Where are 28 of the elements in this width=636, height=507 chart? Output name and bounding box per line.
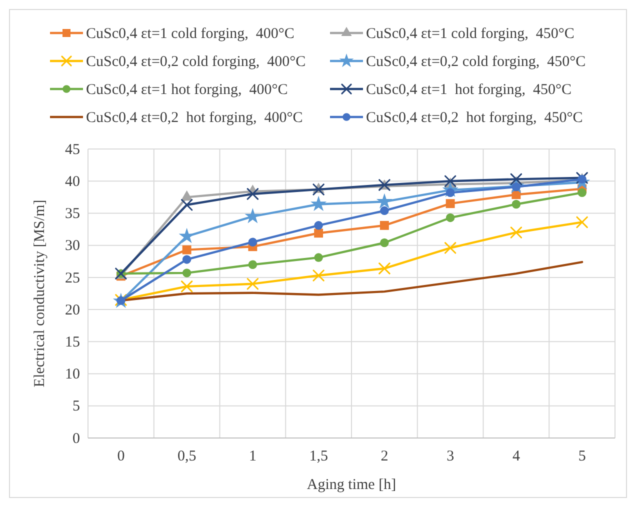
y-tick-label: 10 [65,366,80,383]
y-tick-label: 25 [65,270,80,286]
x-tick-label: 2 [380,448,388,465]
y-axis-title: Electrical conductivity [MS/m] [32,200,48,388]
legend-label: CuSc0,4 εt=0,2 cold forging, 450°C [366,54,586,70]
legend-label: CuSc0,4 εt=0,2 hot forging, 400°C [86,110,303,126]
x-tick-label: 0,5 [177,448,196,465]
legend-label: CuSc0,4 εt=1 cold forging, 400°C [86,26,294,42]
y-tick-label: 40 [65,174,80,190]
y-tick-label: 35 [65,206,80,222]
legend-label: CuSc0,4 εt=0,2 hot forging, 450°C [366,110,583,126]
y-tick-label: 5 [72,398,80,415]
legend-label: CuSc0,4 εt=1 hot forging, 450°C [366,82,572,98]
x-tick-label: 3 [446,448,454,465]
y-tick-label: 15 [65,334,80,350]
legend-label: CuSc0,4 εt=1 hot forging, 400°C [86,82,288,98]
y-tick-label: 0 [72,430,80,447]
legend-label: CuSc0,4 εt=0,2 cold forging, 400°C [86,54,306,70]
x-tick-label: 0 [117,448,125,465]
x-tick-label: 1,5 [309,448,328,465]
x-axis-title: Aging time [h] [306,477,396,493]
legend-label: CuSc0,4 εt=1 cold forging, 450°C [366,26,574,42]
x-tick-label: 5 [578,448,586,465]
x-tick-label: 1 [248,448,256,465]
x-tick-label: 4 [512,448,520,465]
y-tick-label: 20 [65,302,80,318]
y-tick-label: 45 [65,142,80,158]
y-tick-label: 30 [65,238,80,254]
